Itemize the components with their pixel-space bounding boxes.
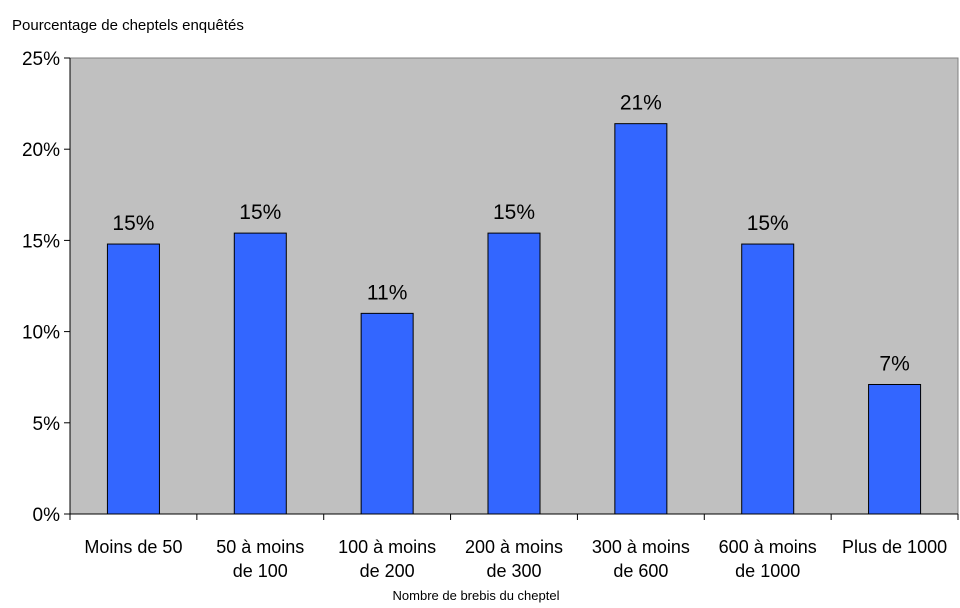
x-tick-label: 600 à moins [719,537,817,557]
y-tick-label: 15% [22,231,60,252]
data-label: 21% [620,92,662,115]
y-axis-title: Pourcentage de cheptels enquêtés [12,17,244,34]
x-axis: Moins de 50 50 à moins de 100 100 à moins de… [69,513,959,581]
bar [233,232,287,515]
bar [614,123,668,515]
data-label: 15% [112,212,154,235]
bar [360,312,414,515]
data-labels: 15% 15% 11% 15% 21% 15% 7% [112,92,909,376]
x-tick-label: 200 à moins [465,537,563,557]
y-tick-label: 25% [22,49,60,70]
bar [741,243,795,515]
bar [106,243,160,515]
data-label: 15% [747,212,789,235]
data-label: 7% [879,352,909,375]
x-tick-label: 50 à moins [216,537,304,557]
x-tick-label: Moins de 50 [84,537,182,557]
y-tick-label: 0% [33,505,61,526]
data-label: 11% [367,281,407,304]
x-tick-label: de 100 [233,561,288,581]
x-tick-label: de 600 [613,561,668,581]
x-tick-label: 100 à moins [338,537,436,557]
y-axis: 0% 5% 10% 15% 20% 25% [22,49,71,526]
x-tick-label: de 300 [486,561,541,581]
x-tick-label: de 1000 [735,561,800,581]
data-label: 15% [493,201,535,224]
bar [868,383,922,515]
y-tick-label: 5% [33,414,61,435]
y-tick-label: 10% [22,323,60,344]
x-tick-label: de 200 [360,561,415,581]
bar [487,232,541,515]
y-tick-label: 20% [22,140,60,161]
data-label: 15% [239,201,281,224]
x-axis-title: Nombre de brebis du cheptel [393,588,560,603]
bars [106,123,922,515]
x-tick-label: 300 à moins [592,537,690,557]
x-tick-label: Plus de 1000 [842,537,947,557]
